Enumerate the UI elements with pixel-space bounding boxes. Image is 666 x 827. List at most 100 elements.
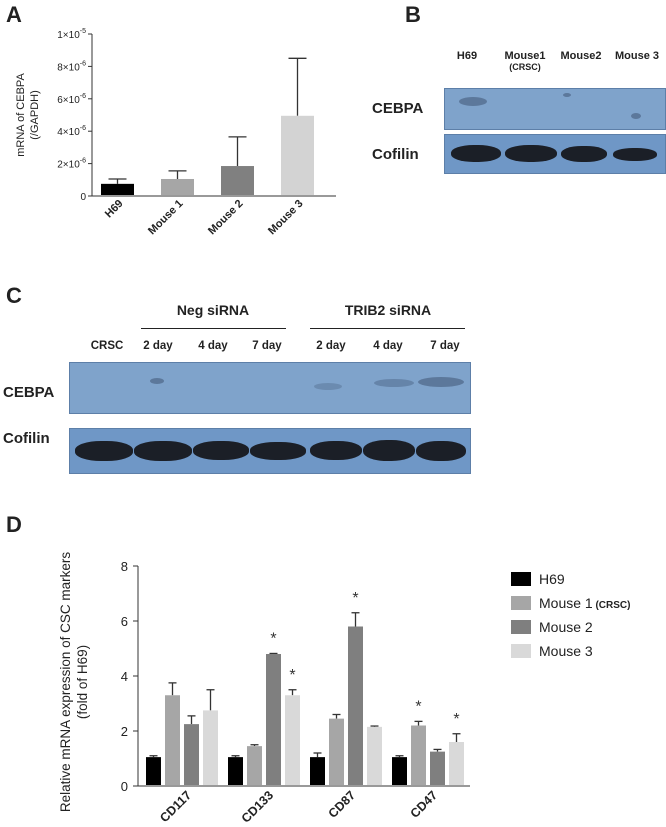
panel-letter-a: A bbox=[6, 2, 22, 27]
band bbox=[631, 113, 641, 119]
blot-c-lane-label: 7 day bbox=[430, 340, 460, 352]
bar bbox=[101, 183, 134, 195]
blot-b-cofilin-strip bbox=[444, 134, 666, 174]
significance-marker: * bbox=[352, 590, 358, 607]
band bbox=[134, 441, 192, 461]
blot-c-group-line bbox=[310, 328, 465, 329]
y-tick-label: 6 bbox=[121, 614, 128, 629]
blot-b-lane-label: Mouse 3 bbox=[614, 50, 659, 62]
bar bbox=[430, 751, 445, 785]
blot-b-lane-label: H69 bbox=[456, 50, 478, 62]
panel-letter-c: C bbox=[6, 283, 22, 308]
bar bbox=[161, 178, 194, 195]
blot-c-lane-label: 2 day bbox=[316, 340, 346, 352]
y-axis-label: Relative mRNA expression of CSC markers(… bbox=[58, 552, 90, 813]
bar bbox=[392, 757, 407, 785]
y-tick-label: 4×10-6 bbox=[57, 125, 86, 138]
bar bbox=[285, 695, 300, 785]
y-tick-label: 8 bbox=[121, 559, 128, 574]
blot-c-lane-label: 7 day bbox=[252, 340, 282, 352]
blot-c-row-label: Cofilin bbox=[3, 430, 50, 447]
band bbox=[418, 377, 464, 387]
chart-a: 0 2×10-6 4×10-6 6×10-6 8×10-6 1×10-5 mRNA of C… bbox=[15, 28, 336, 238]
blot-b-lane-label: Mouse2 bbox=[560, 50, 602, 62]
blot-c-group-line bbox=[141, 328, 286, 329]
significance-marker: * bbox=[289, 667, 295, 684]
bar bbox=[310, 757, 325, 785]
blot-b-lane-sublabel: (CRSC) bbox=[509, 62, 541, 72]
bar bbox=[228, 757, 243, 785]
y-tick-label: 2×10-6 bbox=[57, 158, 86, 171]
bar bbox=[184, 724, 199, 785]
blot-c-cebpa-strip bbox=[69, 362, 471, 414]
band bbox=[150, 378, 164, 384]
legend-label: H69 bbox=[539, 571, 565, 587]
bar bbox=[348, 626, 363, 785]
band bbox=[363, 440, 415, 461]
band bbox=[75, 441, 133, 461]
blot-c-group-label: Neg siRNA bbox=[176, 302, 250, 318]
blot-c-cofilin-strip bbox=[69, 428, 471, 474]
significance-marker: * bbox=[270, 630, 276, 647]
bar bbox=[247, 746, 262, 785]
x-tick-label: Mouse 1 bbox=[146, 198, 186, 238]
bar bbox=[411, 725, 426, 785]
bar bbox=[165, 695, 180, 785]
blot-b-row-label: Cofilin bbox=[372, 146, 419, 163]
legend-swatch bbox=[511, 644, 531, 658]
x-tick-label: CD117 bbox=[157, 788, 194, 825]
bar bbox=[449, 742, 464, 785]
band bbox=[374, 379, 414, 387]
blot-b-cebpa-strip bbox=[444, 88, 666, 130]
chart-d: 0 2 4 6 8 Relative mRNA expression of CSC mar… bbox=[58, 552, 630, 826]
y-tick-label: 2 bbox=[121, 724, 128, 739]
blot-c-lane-label: CRSC bbox=[90, 340, 124, 352]
x-tick-label: CD47 bbox=[408, 788, 441, 821]
band bbox=[505, 145, 557, 162]
legend-swatch bbox=[511, 596, 531, 610]
x-tick-label: CD87 bbox=[326, 788, 359, 821]
y-tick-label: 0 bbox=[121, 779, 128, 794]
bar bbox=[281, 115, 314, 195]
y-tick-label: 1×10-5 bbox=[57, 28, 86, 41]
bar bbox=[221, 166, 254, 195]
legend-label: Mouse 3 bbox=[539, 643, 593, 659]
blot-c-lane-label: 2 day bbox=[143, 340, 173, 352]
bar bbox=[367, 726, 382, 785]
legend-label: Mouse 2 bbox=[539, 619, 593, 635]
band bbox=[563, 93, 571, 97]
y-tick-label: 6×10-6 bbox=[57, 93, 86, 106]
blot-b-lane-label: Mouse1 (CRSC) bbox=[495, 50, 555, 72]
band bbox=[459, 97, 487, 106]
band bbox=[310, 441, 362, 460]
legend-swatch bbox=[511, 572, 531, 586]
band bbox=[451, 145, 501, 162]
bar bbox=[329, 718, 344, 785]
x-tick-label: Mouse 2 bbox=[206, 198, 246, 238]
band bbox=[561, 146, 607, 162]
y-axis-label: mRNA of CEBPA (/GAPDH) bbox=[15, 73, 41, 157]
band bbox=[416, 441, 466, 461]
band bbox=[250, 442, 306, 460]
significance-marker: * bbox=[415, 698, 421, 715]
band bbox=[613, 148, 657, 161]
panel-letter-d: D bbox=[6, 512, 22, 537]
bar bbox=[146, 757, 161, 785]
bar bbox=[266, 654, 281, 785]
y-tick-label: 8×10-6 bbox=[57, 60, 86, 73]
panel-letter-b: B bbox=[405, 2, 421, 27]
blot-c-group-label: TRIB2 siRNA bbox=[344, 302, 432, 318]
x-tick-label: Mouse 3 bbox=[266, 198, 306, 238]
band bbox=[193, 441, 249, 460]
y-tick-label: 0 bbox=[80, 192, 86, 203]
blot-c-lane-label: 4 day bbox=[198, 340, 228, 352]
legend-label: Mouse 1 (CRSC) bbox=[539, 595, 630, 611]
x-tick-label: H69 bbox=[103, 198, 126, 221]
bar bbox=[203, 710, 218, 785]
blot-c-row-label: CEBPA bbox=[3, 384, 55, 401]
x-tick-label: CD133 bbox=[239, 788, 276, 825]
band bbox=[314, 383, 342, 390]
blot-c-lane-label: 4 day bbox=[373, 340, 403, 352]
y-tick-label: 4 bbox=[121, 669, 128, 684]
blot-b-row-label: CEBPA bbox=[372, 100, 424, 117]
